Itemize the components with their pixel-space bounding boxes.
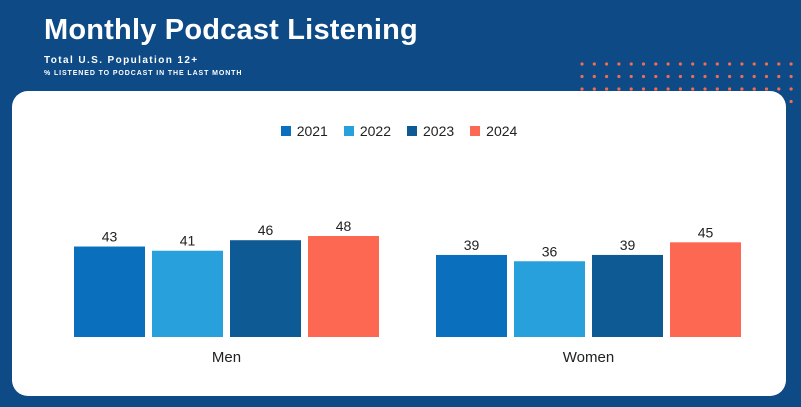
decor-dot	[715, 87, 719, 91]
legend-label: 2021	[296, 123, 328, 139]
decor-dot	[592, 62, 596, 66]
category-label: Women	[563, 349, 614, 366]
data-label: 45	[698, 224, 714, 240]
category-label: Men	[212, 349, 241, 366]
decor-dot	[641, 74, 646, 79]
bar-men-2023	[230, 240, 301, 337]
decor-dot	[654, 74, 658, 79]
decor-dot	[617, 87, 621, 91]
bar-men-2021	[74, 246, 145, 337]
decor-dot	[605, 87, 609, 91]
decor-dot	[666, 62, 670, 66]
decor-dot	[752, 62, 756, 66]
decor-dot	[629, 87, 633, 91]
decor-dot	[605, 62, 609, 66]
data-label: 41	[180, 233, 196, 249]
bar-women-2023	[592, 254, 663, 337]
decor-dot	[666, 74, 670, 79]
decor-dot	[592, 87, 596, 91]
decor-dot	[728, 62, 732, 66]
legend-swatch	[343, 126, 354, 136]
decor-dot	[617, 62, 621, 66]
chart-title: Monthly Podcast Listening	[44, 14, 418, 46]
decor-dot	[715, 74, 719, 79]
bar-chart: 43 41 46 48 Men 39 36 39 45 Women	[74, 218, 741, 366]
decor-dot	[777, 62, 781, 66]
decor-dot	[678, 74, 682, 79]
decor-dot	[580, 74, 584, 79]
decor-dot	[789, 74, 793, 79]
decor-dot	[617, 74, 621, 79]
chart-subtitle: Total U.S. Population 12+	[44, 55, 199, 66]
legend-swatch	[280, 126, 291, 136]
data-label: 48	[336, 218, 352, 234]
decor-dot	[740, 62, 744, 66]
decor-dot	[764, 87, 769, 91]
legend-item: 2021	[280, 123, 328, 139]
decor-dot	[728, 74, 732, 79]
decor-dot	[752, 74, 756, 79]
decor-dot	[641, 62, 646, 66]
decor-dot	[789, 87, 793, 91]
decor-dot	[752, 87, 756, 91]
watermark: 雪球：forcode	[658, 373, 779, 394]
decor-dot	[654, 87, 658, 91]
decor-dot	[666, 87, 670, 91]
chart-legend: 2021 2022 2023 2024	[12, 123, 786, 139]
decor-dot	[641, 87, 646, 91]
decor-dot	[715, 62, 719, 66]
legend-label: 2022	[359, 123, 391, 139]
decor-dot	[691, 74, 695, 79]
legend-label: 2024	[486, 123, 518, 139]
decor-dot	[728, 87, 732, 91]
decor-dot	[592, 74, 596, 79]
decor-dot	[703, 62, 707, 66]
decor-dot	[703, 87, 707, 91]
decor-dot	[789, 62, 793, 66]
legend-swatch	[470, 126, 481, 136]
chart-measure-note: % LISTENED TO PODCAST IN THE LAST MONTH	[44, 70, 243, 77]
decor-dot	[789, 99, 793, 104]
legend-item: 2022	[343, 123, 391, 139]
decor-dot	[691, 62, 695, 66]
decor-dot	[580, 62, 584, 66]
decor-dot	[764, 74, 769, 79]
decor-dot	[629, 74, 633, 79]
decor-dot	[703, 74, 707, 79]
decor-dot	[691, 87, 695, 91]
decor-dot	[678, 62, 682, 66]
decor-dot	[654, 62, 658, 66]
legend-label: 2023	[423, 123, 455, 139]
bar-women-2022	[514, 261, 585, 337]
chart-panel: 2021 2022 2023 2024 43 41 46 48 Men 39 36 39 45 Wome…	[12, 91, 786, 396]
decor-dot	[777, 74, 781, 79]
data-label: 39	[464, 237, 480, 253]
data-label: 43	[102, 229, 118, 245]
decor-dot	[678, 87, 682, 91]
data-label: 36	[542, 243, 558, 259]
decor-dot	[740, 87, 744, 91]
bar-men-2024	[308, 236, 379, 337]
legend-item: 2023	[407, 123, 454, 139]
data-label: 46	[258, 222, 274, 238]
decor-dot	[740, 74, 744, 79]
data-label: 39	[620, 237, 636, 253]
decor-dot	[777, 87, 781, 91]
legend-swatch	[407, 126, 417, 136]
bar-women-2021	[436, 254, 507, 337]
decor-dot	[605, 74, 609, 79]
legend-item: 2024	[470, 123, 517, 139]
decor-dot	[580, 87, 584, 91]
bar-men-2022	[152, 250, 223, 337]
decor-dot	[629, 62, 633, 66]
bar-women-2024	[670, 242, 741, 337]
decor-dot	[764, 62, 769, 66]
